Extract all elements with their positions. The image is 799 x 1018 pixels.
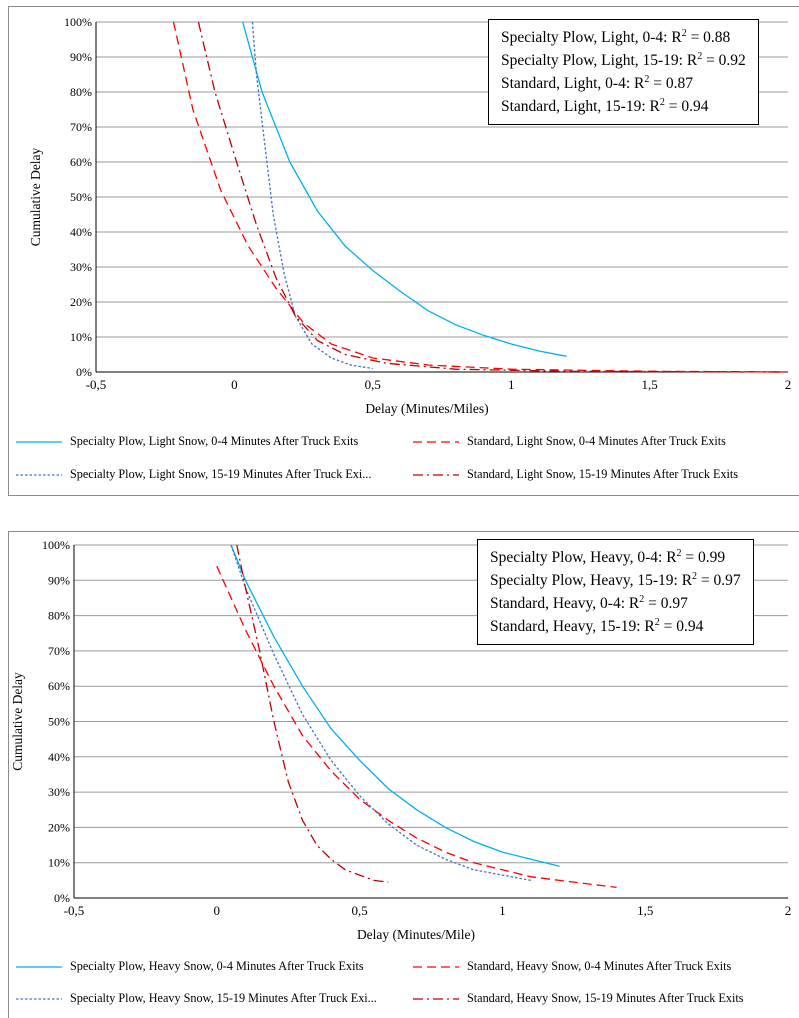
- legend-label: Specialty Plow, Light Snow, 0-4 Minutes …: [70, 434, 359, 448]
- x-tick-label: 0: [231, 377, 238, 392]
- y-tick-label: 40%: [70, 225, 92, 239]
- y-tick-label: 70%: [70, 120, 92, 134]
- legend-label: Specialty Plow, Light Snow, 15-19 Minute…: [70, 467, 372, 481]
- series-line: [230, 544, 560, 867]
- chart-border: [8, 531, 799, 1018]
- legend-swatch: [16, 473, 62, 476]
- x-tick-label: -0,5: [64, 903, 85, 918]
- r2-annotation-box: Specialty Plow, Light, 0-4: R2 = 0.88 Spe…: [488, 19, 759, 125]
- series-line: [172, 21, 789, 373]
- chart-panel-heavy-snow: 0% 10% 20% 30% 40% 50% 60% 70% 80% 90% 100% -0,5 0 0,…: [0, 525, 799, 1018]
- y-tick-label: 20%: [70, 295, 92, 309]
- series-line: [251, 21, 373, 370]
- series-line: [197, 21, 789, 373]
- y-axis-title: Cumulative Delay: [28, 147, 43, 246]
- chart-border: [8, 6, 799, 496]
- series-line: [216, 565, 617, 889]
- x-tick-label: 0,5: [365, 377, 381, 392]
- y-tick-label: 30%: [70, 260, 92, 274]
- r2-annotation-box: Specialty Plow, Heavy, 0-4: R2 = 0.99 Spe…: [477, 539, 754, 645]
- y-tick-label: 0%: [54, 891, 70, 905]
- x-tick-label: 1,5: [641, 377, 657, 392]
- y-tick-label: 10%: [70, 330, 92, 344]
- x-tick-label: 1: [499, 903, 506, 918]
- r2-line: Specialty Plow, Heavy, 15-19: R2 = 0.97: [490, 571, 741, 590]
- y-tick-label: 90%: [70, 50, 92, 64]
- chart-plot-heavy-snow: 0% 10% 20% 30% 40% 50% 60% 70% 80% 90% 100% -0,5 0 0,…: [10, 538, 792, 942]
- y-tick-label: 60%: [70, 155, 92, 169]
- x-tick-label: 2: [785, 377, 792, 392]
- series-line: [236, 544, 389, 883]
- y-tick-label: 20%: [48, 820, 70, 834]
- legend-swatch: [16, 997, 62, 1000]
- y-tick-label: 100%: [42, 538, 70, 552]
- legend-item: Standard, Heavy Snow, 0-4 Minutes After …: [413, 959, 731, 974]
- x-tick-label: 1: [508, 377, 515, 392]
- y-axis-title: Cumulative Delay: [10, 672, 25, 771]
- y-tick-label: 100%: [64, 15, 92, 29]
- legend-swatch: [413, 965, 459, 968]
- x-tick-label: 2: [785, 903, 792, 918]
- x-tick-label: -0,5: [86, 377, 107, 392]
- legend-item: Specialty Plow, Light Snow, 15-19 Minute…: [16, 467, 371, 482]
- legend-item: Standard, Light Snow, 15-19 Minutes Afte…: [413, 467, 738, 482]
- y-tick-label: 30%: [48, 785, 70, 799]
- series-line: [242, 21, 567, 357]
- y-tick-label: 80%: [48, 609, 70, 623]
- legend-item: Specialty Plow, Heavy Snow, 15-19 Minute…: [16, 991, 377, 1006]
- legend-label: Specialty Plow, Heavy Snow, 15-19 Minute…: [70, 991, 377, 1005]
- y-tick-label: 50%: [48, 715, 70, 729]
- legend-label: Standard, Heavy Snow, 15-19 Minutes Afte…: [467, 991, 744, 1005]
- legend-label: Standard, Heavy Snow, 0-4 Minutes After …: [467, 959, 732, 973]
- y-tick-label: 0%: [76, 365, 92, 379]
- legend-item: Specialty Plow, Heavy Snow, 0-4 Minutes …: [16, 959, 364, 974]
- x-axis-title: Delay (Minutes/Miles): [365, 401, 488, 416]
- chart-plot-light-snow: 0% 10% 20% 30% 40% 50% 60% 70% 80% 90% 100% -0,5 0 0,…: [28, 15, 792, 416]
- r2-line: Standard, Heavy, 0-4: R2 = 0.97: [490, 594, 688, 613]
- legend-item: Standard, Light Snow, 0-4 Minutes After …: [413, 434, 726, 449]
- x-tick-label: 1,5: [637, 903, 653, 918]
- y-tick-label: 90%: [48, 573, 70, 587]
- y-tick-label: 60%: [48, 679, 70, 693]
- legend-swatch: [413, 997, 459, 1000]
- y-tick-label: 70%: [48, 644, 70, 658]
- legend-swatch: [16, 440, 62, 443]
- r2-line: Specialty Plow, Light, 0-4: R2 = 0.88: [501, 28, 731, 47]
- legend-item: Specialty Plow, Light Snow, 0-4 Minutes …: [16, 434, 358, 449]
- y-tick-label: 80%: [70, 85, 92, 99]
- r2-line: Standard, Heavy, 15-19: R2 = 0.94: [490, 617, 704, 636]
- x-axis-title: Delay (Minutes/Mile): [357, 927, 475, 942]
- legend-label: Standard, Light Snow, 15-19 Minutes Afte…: [467, 467, 739, 481]
- legend-label: Specialty Plow, Heavy Snow, 0-4 Minutes …: [70, 959, 364, 973]
- r2-line: Specialty Plow, Light, 15-19: R2 = 0.92: [501, 51, 746, 70]
- r2-line: Specialty Plow, Heavy, 0-4: R2 = 0.99: [490, 548, 726, 567]
- y-tick-label: 40%: [48, 750, 70, 764]
- r2-line: Standard, Light, 0-4: R2 = 0.87: [501, 74, 693, 93]
- legend-swatch: [16, 965, 62, 968]
- chart-panel-light-snow: 0% 10% 20% 30% 40% 50% 60% 70% 80% 90% 100% -0,5 0 0,…: [0, 0, 799, 496]
- legend-swatch: [413, 473, 459, 476]
- legend-label: Standard, Light Snow, 0-4 Minutes After …: [467, 434, 726, 448]
- r2-line: Standard, Light, 15-19: R2 = 0.94: [501, 97, 709, 116]
- series-line: [230, 544, 532, 882]
- legend-swatch: [413, 440, 459, 443]
- y-tick-label: 10%: [48, 856, 70, 870]
- x-tick-label: 0: [214, 903, 221, 918]
- x-tick-label: 0,5: [351, 903, 367, 918]
- y-tick-label: 50%: [70, 190, 92, 204]
- legend-item: Standard, Heavy Snow, 15-19 Minutes Afte…: [413, 991, 743, 1006]
